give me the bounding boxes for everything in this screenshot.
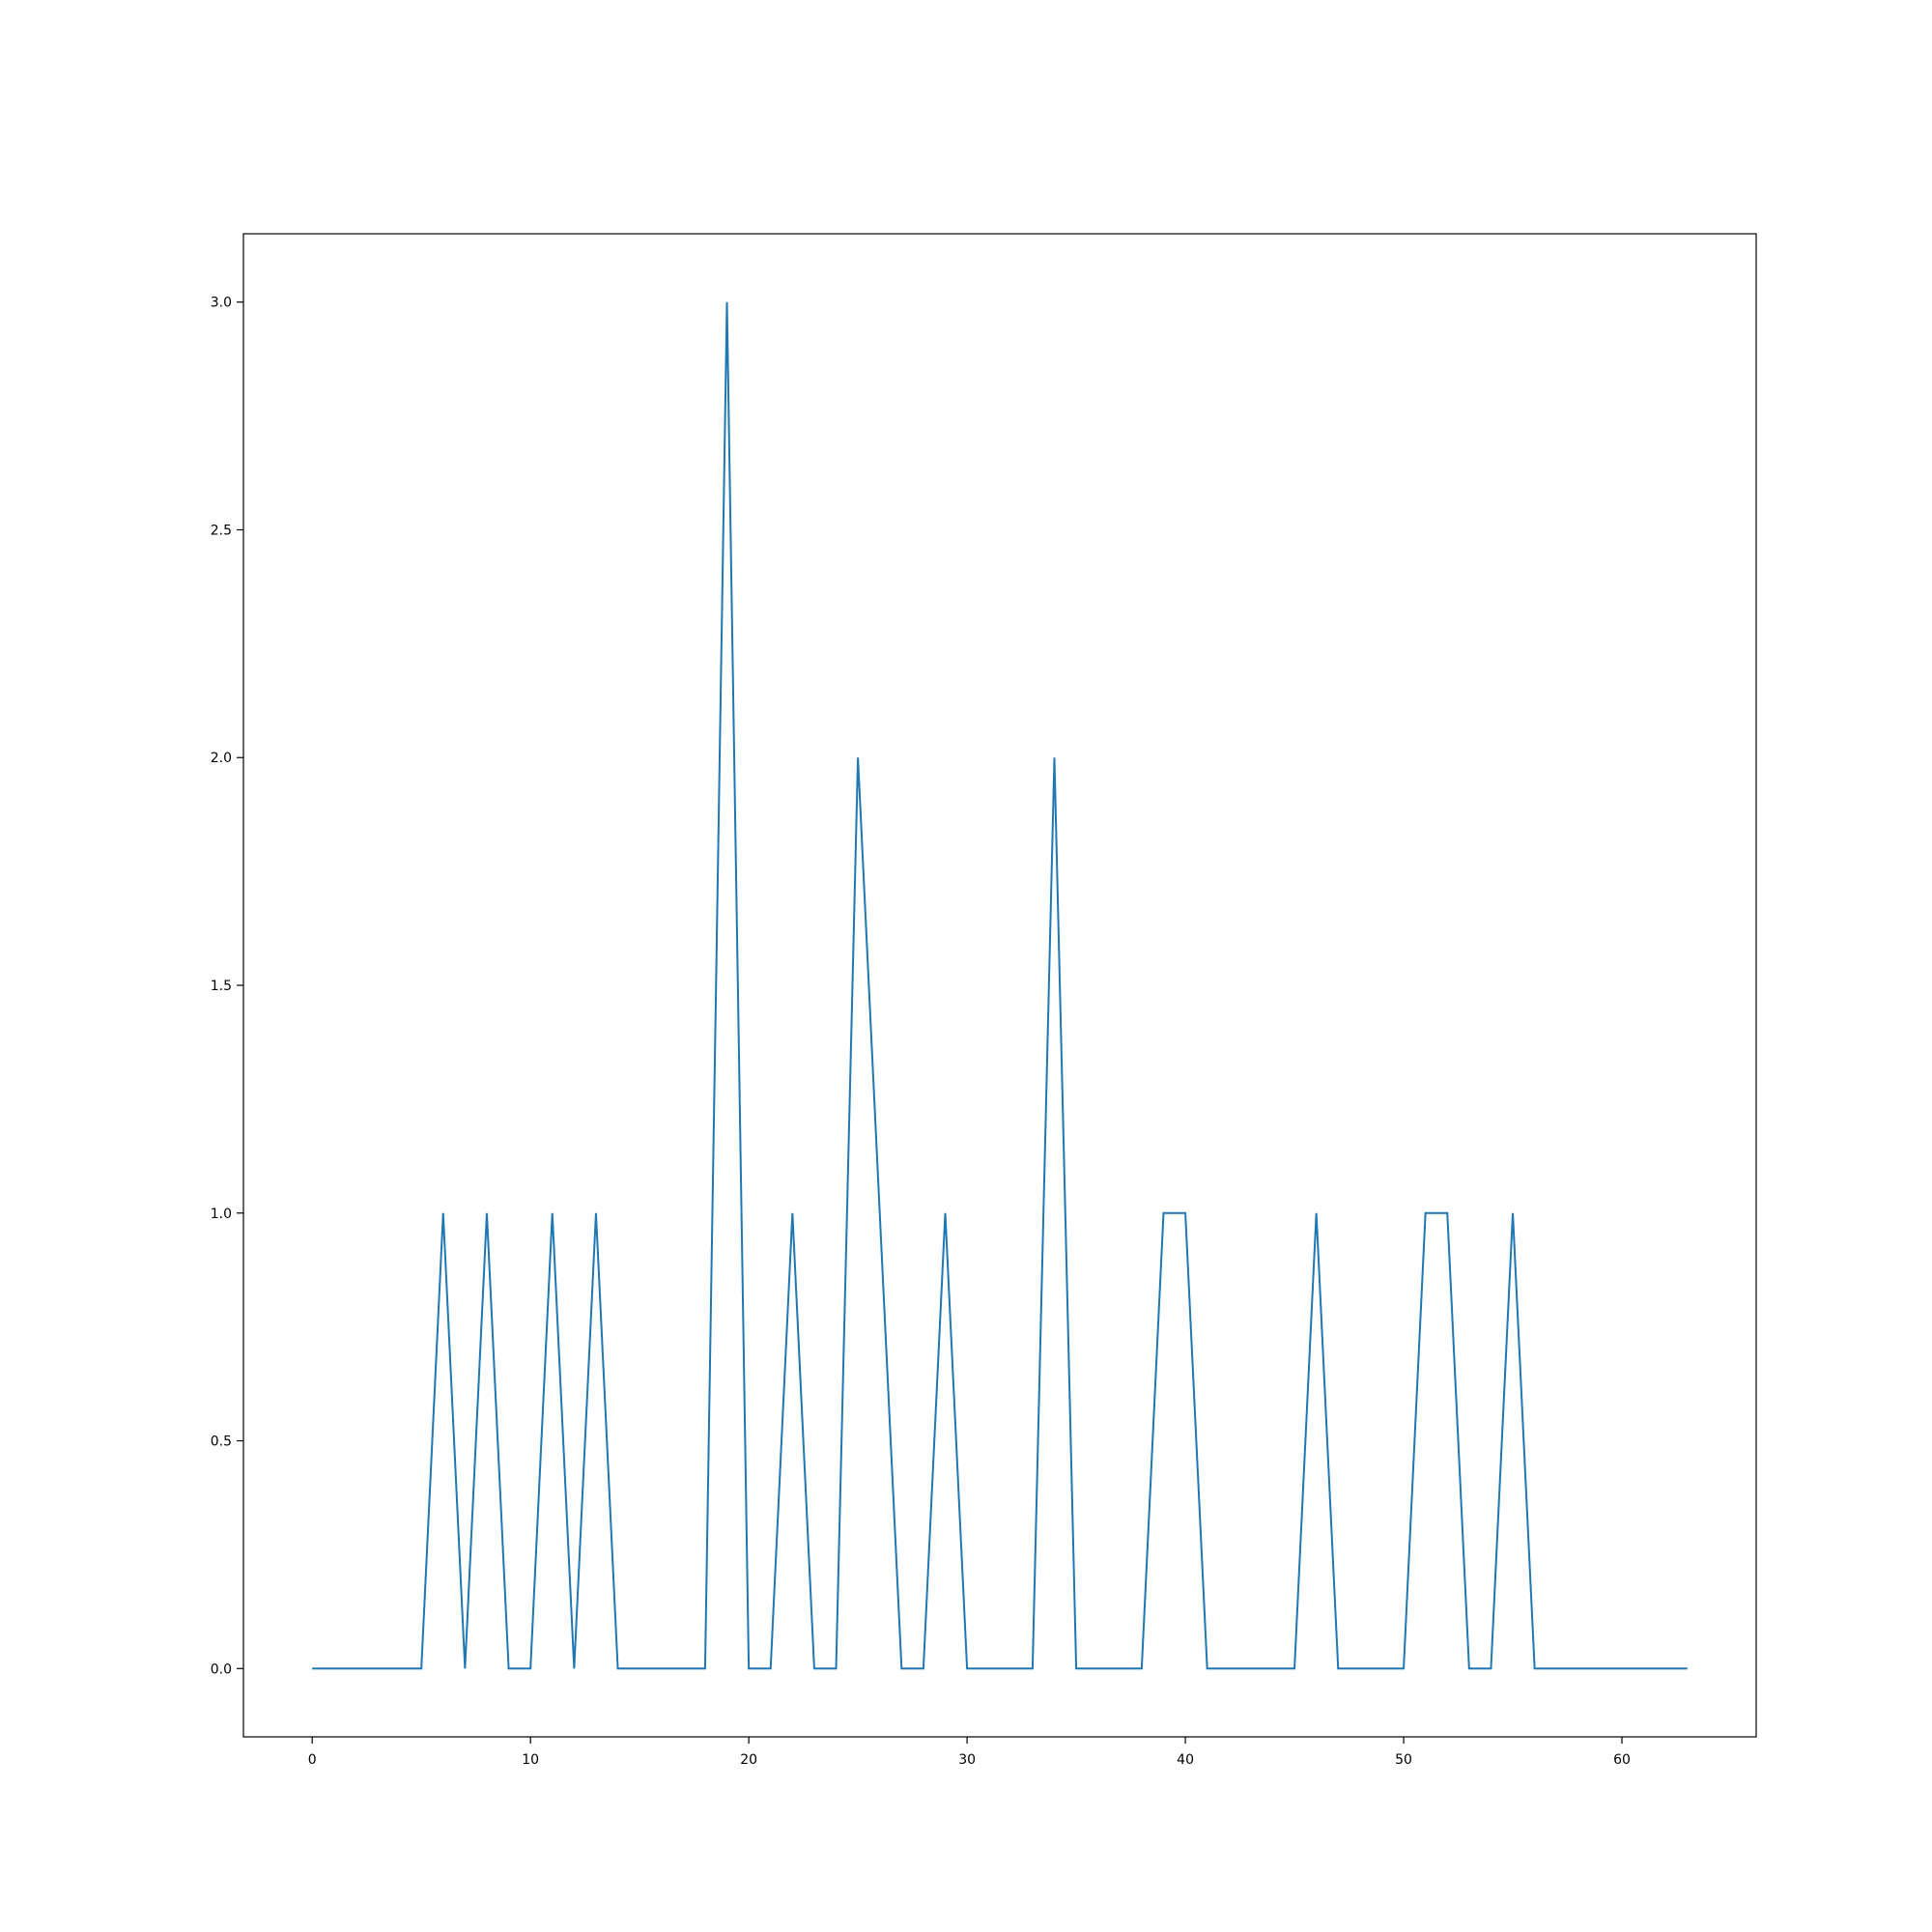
y-tick-label: 3.0 <box>211 296 232 311</box>
y-tick-label: 2.0 <box>211 751 232 766</box>
series-layer <box>312 301 1688 1670</box>
x-tick-label: 40 <box>1177 1752 1194 1768</box>
y-tick-label: 0.0 <box>211 1662 232 1677</box>
x-tick-label: 60 <box>1613 1752 1631 1768</box>
x-axis: 0 10 20 30 40 50 60 <box>308 1737 1631 1768</box>
y-axis: 0.0 0.5 1.0 1.5 2.0 2.5 3.0 <box>211 296 243 1677</box>
y-tick-label: 0.5 <box>211 1435 232 1450</box>
series-line <box>312 301 1688 1670</box>
x-tick-label: 20 <box>740 1752 757 1768</box>
y-tick-label: 2.5 <box>211 523 232 538</box>
x-tick-label: 10 <box>522 1752 539 1768</box>
x-tick-label: 50 <box>1395 1752 1412 1768</box>
x-tick-label: 0 <box>308 1752 317 1768</box>
y-tick-label: 1.5 <box>211 979 232 994</box>
x-tick-label: 30 <box>958 1752 976 1768</box>
y-tick-label: 1.0 <box>211 1207 232 1222</box>
